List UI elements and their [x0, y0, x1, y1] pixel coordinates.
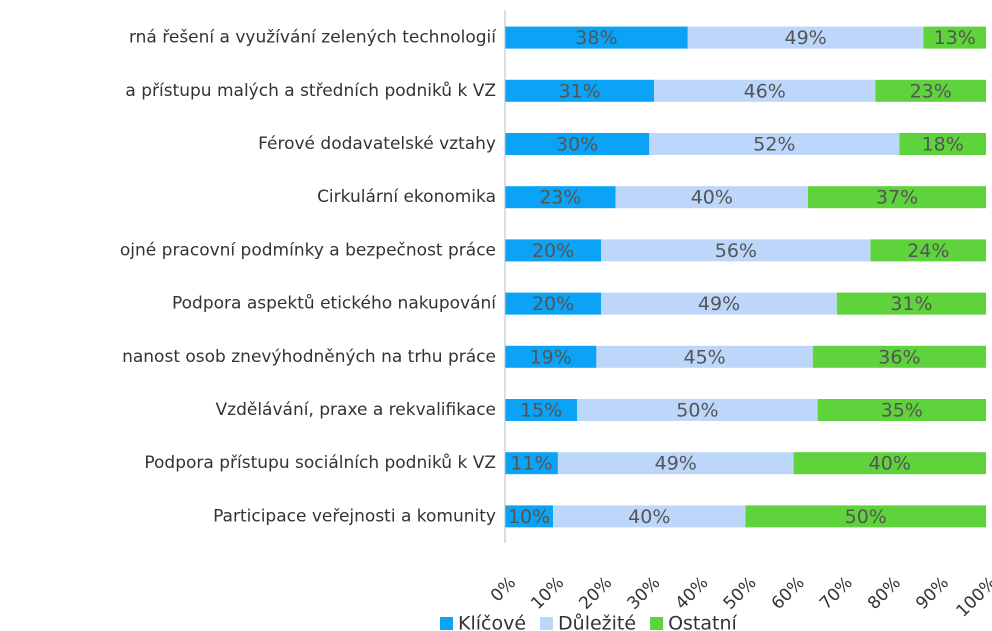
bar-segment [808, 186, 986, 209]
category-label: Participace veřejnosti a komunity [213, 506, 496, 526]
legend-label: Ostatní [668, 613, 737, 631]
category-label: Cirkulární ekonomika [317, 187, 496, 207]
bar-segment [505, 399, 578, 421]
x-tick-label: 100% [953, 573, 992, 622]
value-label: 40% [628, 506, 670, 528]
value-label: 10% [508, 506, 550, 528]
bar-segment [505, 452, 558, 475]
value-label: 20% [532, 240, 574, 262]
bar-segment [923, 26, 986, 49]
category-label: rná řešení a využívání zelených technolo… [129, 28, 497, 48]
bar-segment [654, 79, 876, 102]
value-label: 23% [539, 187, 581, 209]
category-label: Podpora přístupu sociálních podniků k VZ [144, 453, 496, 473]
bar-segment [505, 505, 554, 528]
bar-segment [505, 292, 602, 315]
category-label: Férové dodavatelské vztahy [258, 134, 496, 154]
legend-label: Klíčové [458, 613, 526, 631]
x-tick-label: 30% [624, 573, 665, 614]
bar-segment [687, 26, 924, 49]
bar-segment [505, 79, 655, 102]
bar-segment [601, 239, 871, 262]
value-label: 31% [558, 80, 600, 102]
value-label: 40% [869, 453, 911, 475]
value-label: 30% [556, 134, 598, 156]
bar-segment [505, 345, 597, 368]
bar-segment [793, 452, 986, 475]
legend-label: Důležité [558, 613, 636, 631]
x-tick-label: 10% [527, 573, 568, 614]
bar-segment [745, 505, 986, 528]
value-label: 46% [744, 80, 786, 102]
bar-segment [596, 345, 813, 368]
value-label: 23% [910, 80, 952, 102]
legend-swatch [540, 617, 554, 630]
bar-segment [505, 133, 650, 155]
value-label: 56% [715, 240, 757, 262]
value-label: 45% [683, 346, 725, 368]
value-label: 50% [676, 400, 718, 422]
x-tick-label: 70% [816, 573, 857, 614]
x-tick-label: 40% [672, 573, 713, 614]
bar-segment [601, 292, 837, 315]
bar-segment [505, 186, 616, 209]
value-label: 49% [785, 27, 827, 49]
value-label: 19% [530, 346, 572, 368]
bar-segment [836, 292, 986, 315]
value-label: 50% [845, 506, 887, 528]
bar-segment [557, 452, 794, 475]
value-label: 35% [881, 400, 923, 422]
value-label: 11% [510, 453, 552, 475]
x-tick-label: 60% [768, 573, 809, 614]
category-label: nanost osob znevýhodněných na trhu práce [122, 347, 496, 367]
bar-segment [899, 133, 986, 155]
x-tick-label: 20% [575, 573, 616, 614]
category-label: Podpora aspektů etického nakupování [172, 294, 497, 314]
bar-segment [505, 239, 602, 262]
category-label: ojné pracovní podmínky a bezpečnost prác… [120, 240, 496, 260]
bar-segment [577, 399, 818, 421]
bar-segment [870, 239, 986, 262]
value-label: 24% [907, 240, 949, 262]
value-label: 36% [878, 346, 920, 368]
x-tick-label: 90% [912, 573, 953, 614]
value-label: 31% [890, 293, 932, 315]
x-tick-label: 80% [864, 573, 905, 614]
value-label: 20% [532, 293, 574, 315]
value-label: 49% [698, 293, 740, 315]
value-label: 49% [655, 453, 697, 475]
value-label: 15% [520, 400, 562, 422]
bar-segment [812, 345, 986, 368]
bar-segment [615, 186, 809, 209]
value-label: 38% [575, 27, 617, 49]
legend-swatch [440, 617, 453, 630]
value-label: 13% [934, 27, 976, 49]
value-label: 18% [922, 134, 964, 156]
x-tick-label: 50% [720, 573, 761, 614]
bar-segment [649, 133, 900, 155]
bar-segment [875, 79, 986, 102]
bar-segment [553, 505, 746, 528]
category-label: Vzdělávání, praxe a rekvalifikace [216, 400, 496, 420]
bar-segment [505, 26, 688, 49]
legend-swatch [650, 617, 664, 630]
value-label: 40% [691, 187, 733, 209]
bar-segment [817, 399, 986, 421]
value-label: 37% [876, 187, 918, 209]
x-tick-label: 0% [487, 573, 520, 606]
category-label: a přístupu malých a středních podniků k … [125, 81, 496, 101]
value-label: 52% [753, 134, 795, 156]
